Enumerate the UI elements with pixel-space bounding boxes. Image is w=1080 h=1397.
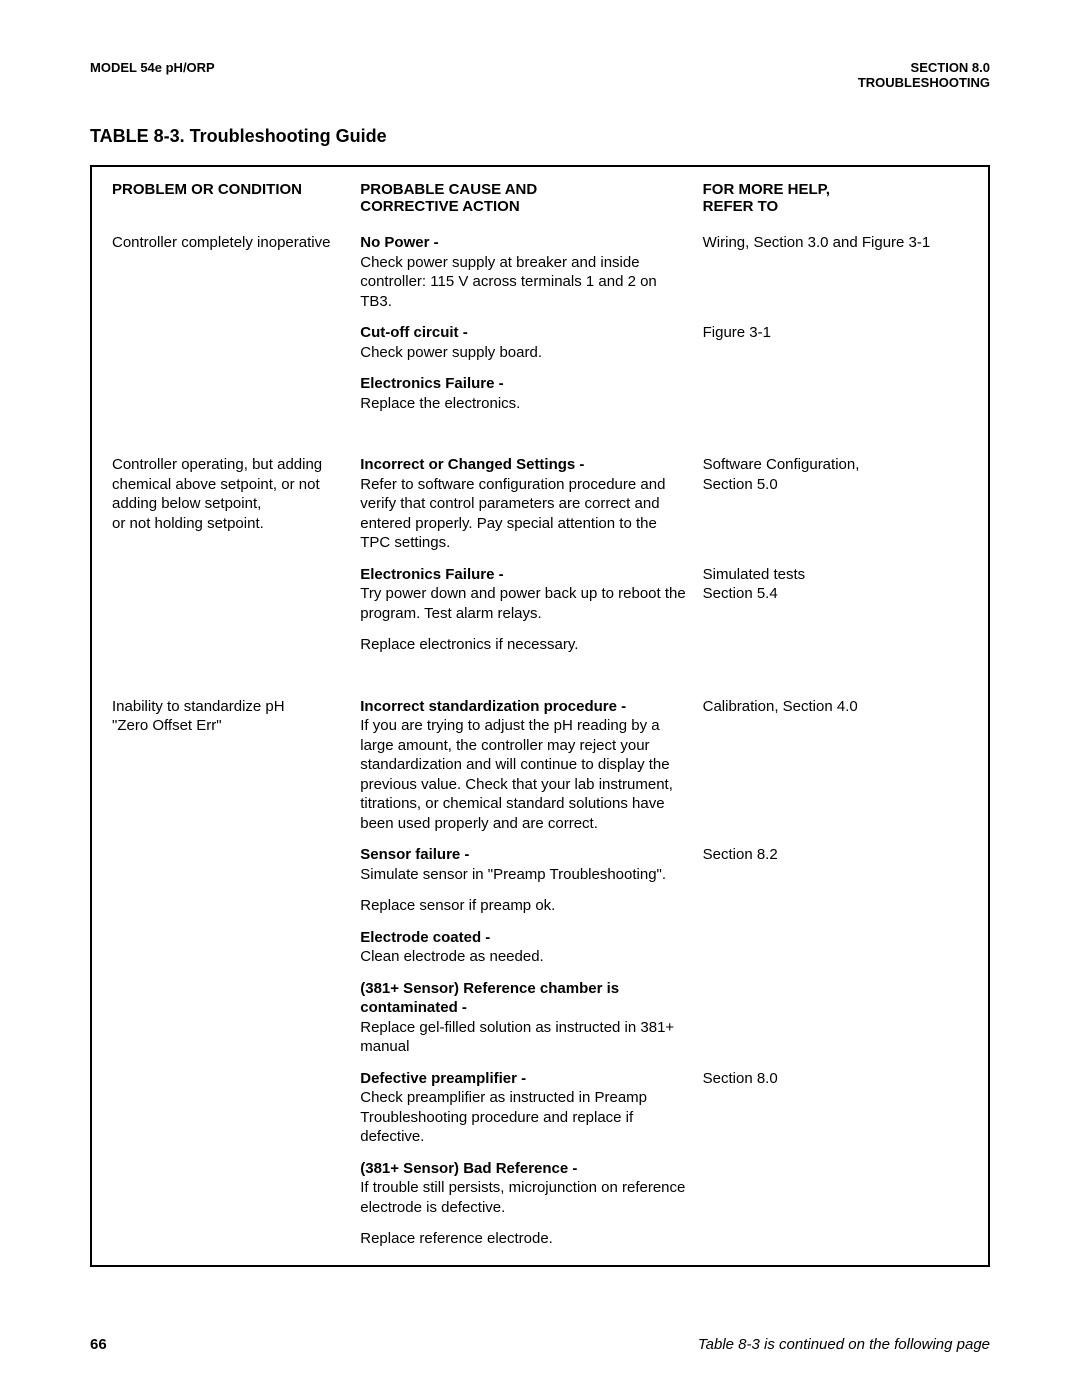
- col-head-ref: FOR MORE HELP, REFER TO: [703, 181, 968, 215]
- header-section: SECTION 8.0: [858, 60, 990, 75]
- col-head-cause: PROBABLE CAUSE AND CORRECTIVE ACTION: [360, 181, 702, 215]
- ref-cell: [703, 928, 968, 967]
- cause-title: Electrode coated -: [360, 928, 688, 948]
- cause-title: (381+ Sensor) Bad Reference -: [360, 1159, 688, 1179]
- header-left: MODEL 54e pH/ORP: [90, 60, 215, 75]
- problem-cell: Controller operating, but adding chemica…: [112, 455, 360, 553]
- cause-title: Electronics Failure -: [360, 565, 688, 585]
- cause-text: Check power supply at breaker and inside…: [360, 253, 688, 312]
- problem-cell: Controller completely inoperative: [112, 233, 360, 311]
- problem-cell: [112, 1159, 360, 1218]
- cause-text: Simulate sensor in "Preamp Troubleshooti…: [360, 865, 688, 885]
- ref-cell: Figure 3-1: [703, 323, 968, 362]
- cause-text: If you are trying to adjust the pH readi…: [360, 716, 688, 833]
- cause-text: If trouble still persists, microjunction…: [360, 1178, 688, 1217]
- cause-title: Sensor failure -: [360, 845, 688, 865]
- page-footer: 66 Table 8-3 is continued on the followi…: [90, 1336, 990, 1353]
- problem-cell: Inability to standardize pH"Zero Offset …: [112, 697, 360, 834]
- table-group: Inability to standardize pH"Zero Offset …: [112, 697, 968, 1249]
- ref-cell: Wiring, Section 3.0 and Figure 3-1: [703, 233, 968, 311]
- table-row: Controller operating, but adding chemica…: [112, 455, 968, 553]
- table-title: TABLE 8-3. Troubleshooting Guide: [90, 126, 990, 147]
- cause-cell: Electronics Failure -Try power down and …: [360, 565, 702, 624]
- header-right: SECTION 8.0 TROUBLESHOOTING: [858, 60, 990, 90]
- problem-cell: [112, 635, 360, 655]
- cause-text: Try power down and power back up to rebo…: [360, 584, 688, 623]
- cause-cell: Incorrect or Changed Settings -Refer to …: [360, 455, 702, 553]
- cause-title: Incorrect standardization procedure -: [360, 697, 688, 717]
- cause-text: Clean electrode as needed.: [360, 947, 688, 967]
- ref-cell: [703, 896, 968, 916]
- cause-cell: (381+ Sensor) Bad Reference -If trouble …: [360, 1159, 702, 1218]
- table-row: Sensor failure -Simulate sensor in "Prea…: [112, 845, 968, 884]
- ref-cell: [703, 635, 968, 655]
- table-row: Defective preamplifier -Check preamplifi…: [112, 1069, 968, 1147]
- table-row: Replace reference electrode.: [112, 1229, 968, 1249]
- problem-cell: [112, 1069, 360, 1147]
- cause-text: Replace reference electrode.: [360, 1229, 688, 1249]
- problem-cell: [112, 323, 360, 362]
- continued-note: Table 8-3 is continued on the following …: [698, 1336, 990, 1353]
- cause-text: Replace electronics if necessary.: [360, 635, 688, 655]
- ref-cell: [703, 1229, 968, 1249]
- ref-cell: [703, 979, 968, 1057]
- table-row: Replace electronics if necessary.: [112, 635, 968, 655]
- table-group: Controller operating, but adding chemica…: [112, 455, 968, 655]
- table-row: Replace sensor if preamp ok.: [112, 896, 968, 916]
- table-row: (381+ Sensor) Reference chamber is conta…: [112, 979, 968, 1057]
- cause-cell: (381+ Sensor) Reference chamber is conta…: [360, 979, 702, 1057]
- column-header-row: PROBLEM OR CONDITION PROBABLE CAUSE AND …: [112, 181, 968, 215]
- cause-text: Replace the electronics.: [360, 394, 688, 414]
- ref-cell: [703, 374, 968, 413]
- cause-title: No Power -: [360, 233, 688, 253]
- ref-cell: Section 8.0: [703, 1069, 968, 1147]
- cause-cell: Electronics Failure -Replace the electro…: [360, 374, 702, 413]
- problem-cell: [112, 565, 360, 624]
- cause-cell: Replace reference electrode.: [360, 1229, 702, 1249]
- header-subsection: TROUBLESHOOTING: [858, 75, 990, 90]
- cause-title: Cut-off circuit -: [360, 323, 688, 343]
- ref-cell: Calibration, Section 4.0: [703, 697, 968, 834]
- problem-cell: [112, 374, 360, 413]
- problem-cell: [112, 979, 360, 1057]
- table-row: Inability to standardize pH"Zero Offset …: [112, 697, 968, 834]
- problem-cell: [112, 1229, 360, 1249]
- table-body: Controller completely inoperativeNo Powe…: [112, 233, 968, 1249]
- cause-cell: Incorrect standardization procedure -If …: [360, 697, 702, 834]
- troubleshooting-table: PROBLEM OR CONDITION PROBABLE CAUSE AND …: [90, 165, 990, 1267]
- table-row: Cut-off circuit -Check power supply boar…: [112, 323, 968, 362]
- cause-title: Electronics Failure -: [360, 374, 688, 394]
- table-row: Electronics Failure -Replace the electro…: [112, 374, 968, 413]
- cause-title: Incorrect or Changed Settings -: [360, 455, 688, 475]
- cause-title: (381+ Sensor) Reference chamber is conta…: [360, 979, 688, 1018]
- cause-title: Defective preamplifier -: [360, 1069, 688, 1089]
- cause-cell: Electrode coated -Clean electrode as nee…: [360, 928, 702, 967]
- table-row: Controller completely inoperativeNo Powe…: [112, 233, 968, 311]
- ref-cell: Simulated testsSection 5.4: [703, 565, 968, 624]
- page-header: MODEL 54e pH/ORP SECTION 8.0 TROUBLESHOO…: [90, 60, 990, 90]
- cause-cell: Replace electronics if necessary.: [360, 635, 702, 655]
- cause-cell: Sensor failure -Simulate sensor in "Prea…: [360, 845, 702, 884]
- problem-cell: [112, 928, 360, 967]
- cause-cell: Cut-off circuit -Check power supply boar…: [360, 323, 702, 362]
- ref-cell: [703, 1159, 968, 1218]
- table-group: Controller completely inoperativeNo Powe…: [112, 233, 968, 413]
- cause-text: Replace sensor if preamp ok.: [360, 896, 688, 916]
- problem-cell: [112, 845, 360, 884]
- table-row: Electrode coated -Clean electrode as nee…: [112, 928, 968, 967]
- table-row: Electronics Failure -Try power down and …: [112, 565, 968, 624]
- cause-cell: No Power -Check power supply at breaker …: [360, 233, 702, 311]
- page-number: 66: [90, 1336, 107, 1353]
- col-head-problem: PROBLEM OR CONDITION: [112, 181, 360, 215]
- cause-text: Replace gel-filled solution as instructe…: [360, 1018, 688, 1057]
- cause-text: Check power supply board.: [360, 343, 688, 363]
- table-row: (381+ Sensor) Bad Reference -If trouble …: [112, 1159, 968, 1218]
- cause-text: Refer to software configuration procedur…: [360, 475, 688, 553]
- ref-cell: Section 8.2: [703, 845, 968, 884]
- ref-cell: Software Configuration,Section 5.0: [703, 455, 968, 553]
- cause-cell: Replace sensor if preamp ok.: [360, 896, 702, 916]
- problem-cell: [112, 896, 360, 916]
- cause-cell: Defective preamplifier -Check preamplifi…: [360, 1069, 702, 1147]
- cause-text: Check preamplifier as instructed in Prea…: [360, 1088, 688, 1147]
